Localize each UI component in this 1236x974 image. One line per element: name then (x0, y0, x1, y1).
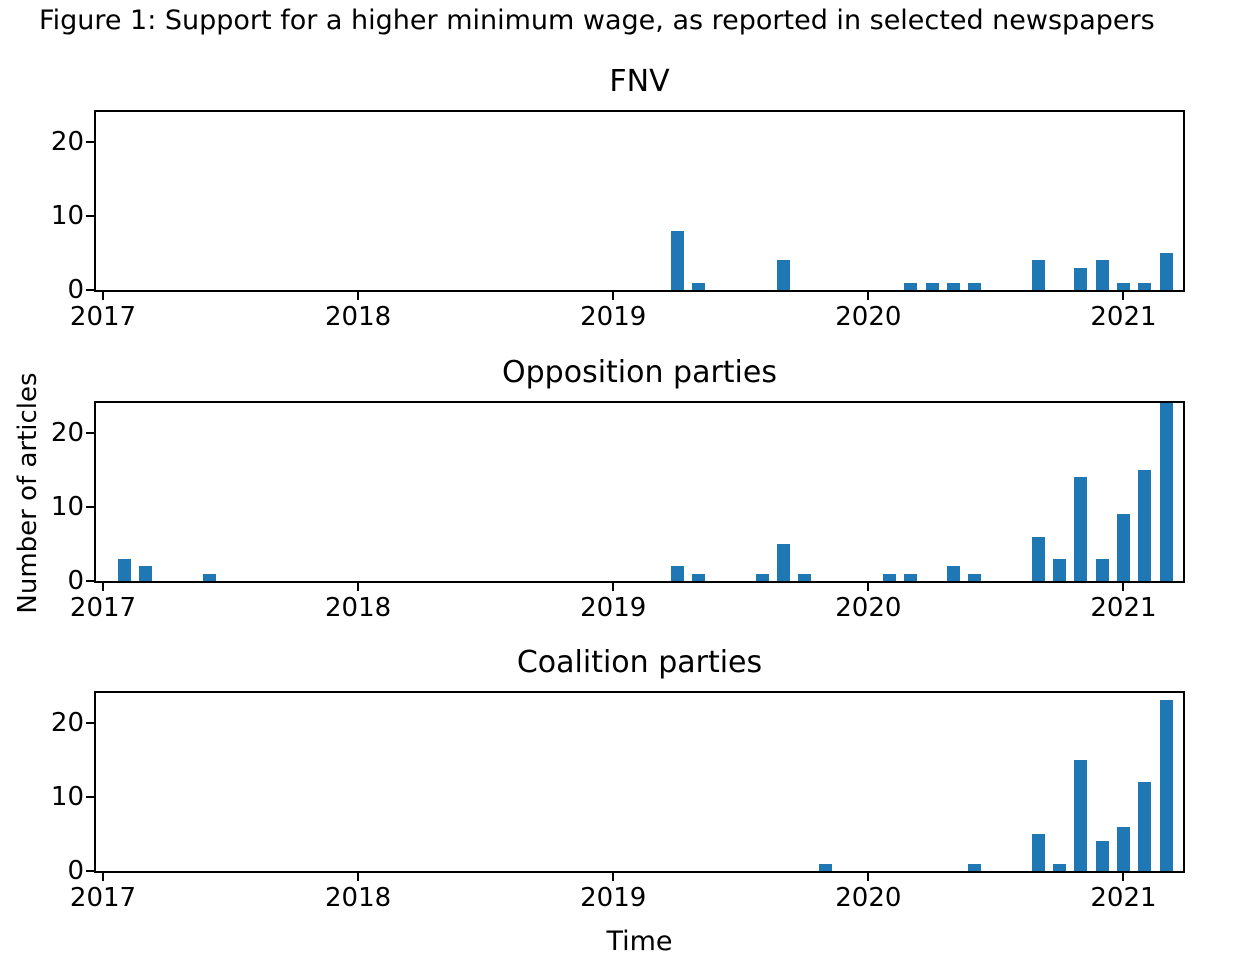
y-tick (86, 580, 94, 582)
plot-title-coalition: Coalition parties (516, 645, 763, 680)
bar (691, 573, 705, 581)
bar (883, 573, 897, 581)
x-tick-label: 2021 (1090, 302, 1157, 332)
bar (670, 230, 684, 290)
plot-area-opposition: 0 10 20 2017 2018 2019 2020 2021 (51, 401, 1185, 623)
bar (946, 566, 960, 581)
x-axis-label: Time (606, 926, 673, 957)
x-tick (357, 583, 360, 591)
x-tick (612, 583, 615, 591)
x-tick (1122, 292, 1125, 300)
x-tick (612, 292, 615, 300)
y-tick (86, 870, 94, 872)
bar (1095, 558, 1109, 581)
bar (670, 566, 684, 581)
y-tick (86, 721, 94, 724)
bar (1095, 841, 1109, 871)
bar (1159, 252, 1173, 290)
x-tick-label: 2020 (835, 883, 902, 913)
plot-area-fnv: 0 10 20 2017 2018 2019 2020 2021 (51, 110, 1185, 332)
plot-title-fnv: FNV (609, 64, 670, 99)
bar (1116, 826, 1130, 871)
y-tick-label: 0 (67, 275, 84, 305)
x-tick-label: 2017 (69, 593, 137, 623)
bar (904, 573, 918, 581)
bar (968, 863, 982, 871)
bar (1159, 700, 1173, 871)
bar (1138, 782, 1152, 871)
y-tick (86, 505, 94, 508)
x-tick-label: 2018 (325, 883, 392, 913)
bar (819, 863, 833, 871)
x-tick-label: 2019 (580, 302, 647, 332)
bar (1138, 282, 1152, 290)
bar (1031, 833, 1045, 871)
y-tick (86, 140, 94, 143)
plot-area-coalition: 0 10 20 2017 2018 2019 2020 2021 (51, 691, 1185, 913)
bar (776, 260, 790, 290)
x-tick-label: 2020 (835, 593, 902, 623)
x-tick-label: 2019 (580, 883, 647, 913)
x-tick (102, 292, 104, 300)
bar (1053, 863, 1067, 871)
bar (202, 573, 216, 581)
x-tick-label: 2018 (325, 302, 392, 332)
x-tick-label: 2021 (1090, 883, 1157, 913)
y-tick-label: 10 (50, 200, 84, 231)
bar (1031, 260, 1045, 290)
bar (755, 573, 769, 581)
y-tick (86, 431, 94, 434)
y-tick-label: 10 (50, 781, 84, 812)
x-tick-label: 2021 (1090, 593, 1157, 623)
y-tick-label: 20 (50, 707, 84, 738)
bar (1053, 558, 1067, 581)
y-tick (86, 795, 94, 798)
y-tick-label: 10 (50, 491, 84, 522)
bar (1074, 477, 1088, 581)
bar (1095, 260, 1109, 290)
bar (1116, 514, 1130, 581)
bar (1074, 759, 1088, 871)
x-tick (357, 873, 360, 881)
x-tick (612, 873, 615, 881)
x-tick (1122, 583, 1125, 591)
bar (139, 566, 153, 581)
bar (946, 282, 960, 290)
y-tick (86, 214, 94, 217)
x-tick (867, 292, 870, 300)
bar (1116, 282, 1130, 290)
x-tick (1122, 873, 1125, 881)
figure-title: Figure 1: Support for a higher minimum w… (39, 5, 1155, 36)
bar (968, 282, 982, 290)
x-tick-label: 2018 (325, 593, 392, 623)
bar (1031, 536, 1045, 581)
bar (776, 543, 790, 581)
bar (798, 573, 812, 581)
x-tick-label: 2017 (69, 302, 137, 332)
bar (968, 573, 982, 581)
y-tick (86, 289, 94, 291)
bar (925, 282, 939, 290)
x-tick (102, 583, 104, 591)
bar (1074, 267, 1088, 290)
y-tick-label: 0 (67, 566, 84, 596)
x-tick-label: 2019 (580, 593, 647, 623)
x-tick-label: 2020 (835, 302, 902, 332)
bar (1138, 469, 1152, 581)
bar (691, 282, 705, 290)
x-tick (867, 873, 870, 881)
x-tick (357, 292, 360, 300)
bar (1159, 403, 1173, 581)
bar (117, 558, 131, 581)
x-tick (102, 873, 104, 881)
bar (904, 282, 918, 290)
x-tick-label: 2017 (69, 883, 137, 913)
y-tick-label: 0 (67, 856, 84, 886)
plot-title-opposition: Opposition parties (502, 355, 777, 390)
x-tick (867, 583, 870, 591)
y-tick-label: 20 (50, 417, 84, 448)
y-tick-label: 20 (50, 126, 84, 157)
